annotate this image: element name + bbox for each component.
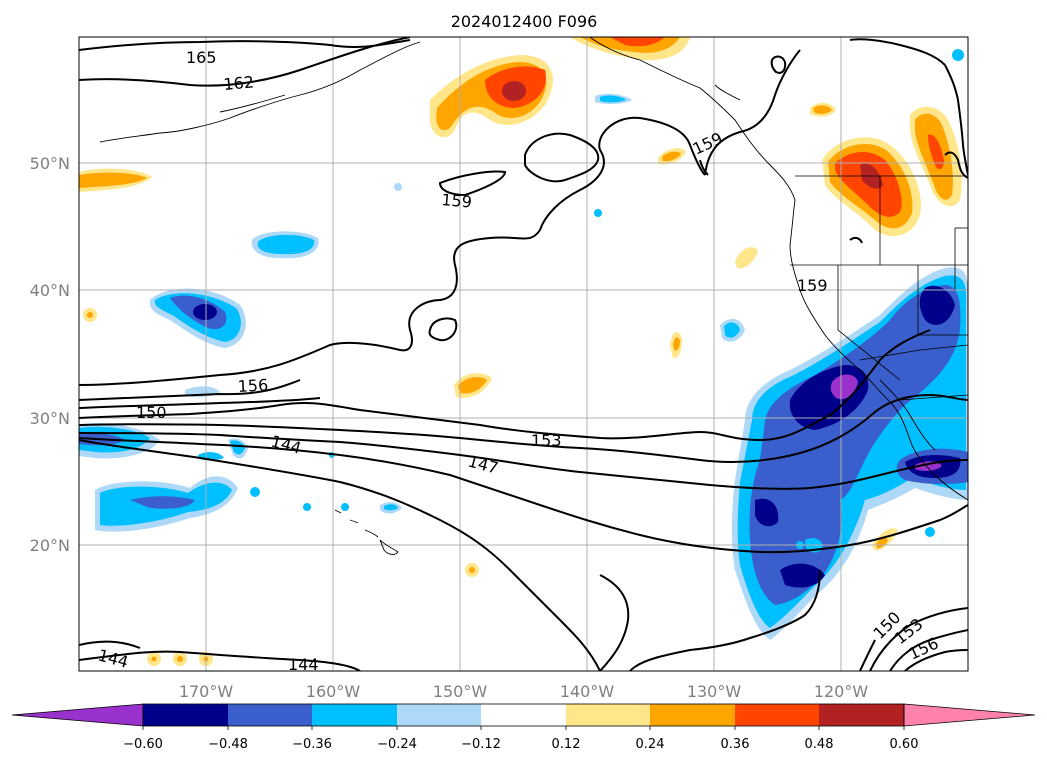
contour-label: 150 <box>136 403 167 422</box>
negative-anomaly-baja-mexico <box>731 267 968 640</box>
colorbar-segment <box>735 704 819 726</box>
longitude-label: 120°W <box>814 682 869 701</box>
colorbar-tick-label: −0.12 <box>461 737 501 752</box>
colorbar-tick-label: 0.48 <box>805 737 834 752</box>
contour-label: 156 <box>237 375 268 396</box>
colorbar-segment <box>143 704 228 726</box>
contour-label: 153 <box>531 431 562 450</box>
contour-label: 162 <box>223 72 255 94</box>
longitude-label: 150°W <box>433 682 488 701</box>
figure-title: 2024012400 F096 <box>451 12 598 31</box>
positive-anomaly-alberta <box>910 106 962 207</box>
map-panel: 165 162 159 159 159 156 150 144 153 147 … <box>79 37 968 674</box>
contour-label: 144 <box>288 655 319 674</box>
latitude-label: 50°N <box>30 154 70 173</box>
colorbar-tick-label: −0.24 <box>377 737 417 752</box>
colorbar-segment <box>312 704 397 726</box>
colorbar-segment <box>397 704 481 726</box>
map-frame <box>78 36 969 672</box>
longitude-label: 130°W <box>687 682 742 701</box>
contour-label: 159 <box>797 276 828 295</box>
colorbar-segment <box>566 704 650 726</box>
height-contours <box>79 37 968 671</box>
latitude-label: 40°N <box>30 281 70 300</box>
graticule <box>79 37 968 671</box>
contour-label: 165 <box>186 48 217 67</box>
colorbar-tick-label: −0.48 <box>208 737 248 752</box>
latitude-labels: 50°N 40°N 30°N 20°N <box>30 154 70 555</box>
colorbar-tick-label: −0.36 <box>292 737 332 752</box>
colorbar-tick-label: −0.60 <box>123 737 163 752</box>
colorbar: −0.60 −0.48 −0.36 −0.24 −0.12 0.12 0.24 … <box>11 703 1036 752</box>
colorbar-tick-label: 0.24 <box>636 737 665 752</box>
longitude-label: 160°W <box>306 682 361 701</box>
longitude-labels: 170°W 160°W 150°W 140°W 130°W 120°W <box>179 682 869 701</box>
longitude-label: 140°W <box>560 682 615 701</box>
positive-anomaly-gulf-of-alaska <box>429 55 553 138</box>
colorbar-tick-labels: −0.60 −0.48 −0.36 −0.24 −0.12 0.12 0.24 … <box>123 737 918 752</box>
colorbar-segment <box>819 704 904 726</box>
positive-anomaly-bc-coast <box>570 37 690 61</box>
latitude-label: 20°N <box>30 536 70 555</box>
coastlines <box>99 37 968 555</box>
latitude-label: 30°N <box>30 409 70 428</box>
longitude-label: 170°W <box>179 682 234 701</box>
colorbar-segment <box>228 704 312 726</box>
colorbar-tick-label: 0.36 <box>721 737 750 752</box>
colorbar-ticks <box>142 726 905 730</box>
political-borders <box>790 175 968 401</box>
colorbar-tick-label: 0.60 <box>890 737 919 752</box>
colorbar-extend-min <box>11 703 144 727</box>
positive-anomaly-small-patches <box>79 102 898 666</box>
contour-label: 159 <box>441 190 473 212</box>
shaded-anomaly-fields <box>79 37 968 666</box>
colorbar-tick-label: 0.12 <box>552 737 581 752</box>
colorbar-segment <box>481 704 566 726</box>
colorbar-extend-max <box>903 703 1036 727</box>
colorbar-outline <box>142 703 905 727</box>
colorbar-segment <box>650 704 735 726</box>
